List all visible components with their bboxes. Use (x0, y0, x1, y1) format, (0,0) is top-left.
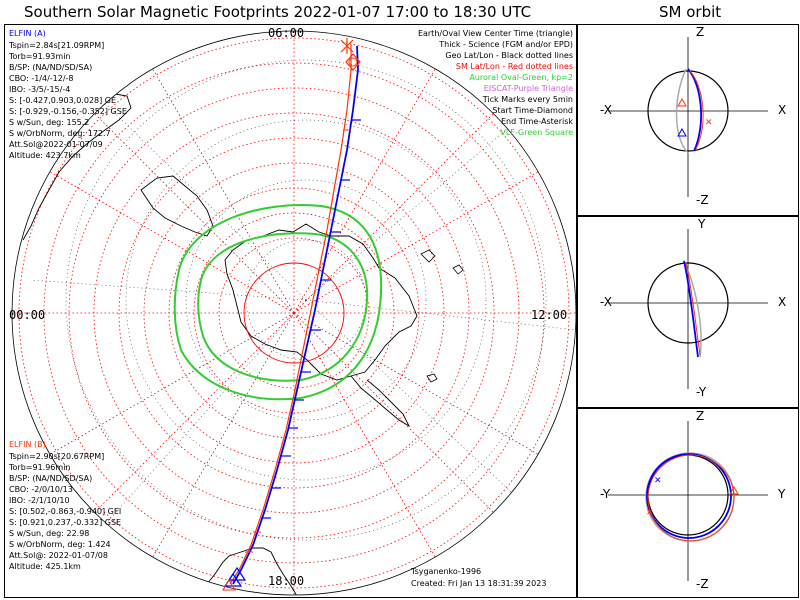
elfin-a-line: S: [-0.929,-0.156,-0.352] GSE (9, 107, 127, 116)
orbit-xz-top-label: Z (696, 25, 705, 39)
orbit-yz-left-label: -Y (600, 487, 611, 501)
sm-lon-lines (12, 31, 576, 595)
elfin-b-line: S w/OrbNorm, deg: 1.424 (9, 540, 111, 549)
legend-line: VLF-Green Square (500, 128, 573, 137)
elfin-b-title: ELFIN (B) (9, 440, 46, 449)
sm-orbit-plot-xy (608, 229, 768, 389)
orbit-xz-left-label: -X (600, 103, 612, 117)
legend-line: End Time-Asterisk (500, 117, 573, 126)
clock-label-right: 12:00 (531, 308, 568, 322)
sm-orbit-panel-yz: ✕ ✕ Z -Z -Y Y (577, 408, 799, 598)
legend-line: SM Lat/Lon - Red dotted lines (455, 62, 573, 71)
orbit-yz-top-label: Z (696, 409, 705, 423)
elfin-a-info: ELFIN (A) Tspin=2.84s[21.09RPM] Torb=91.… (9, 28, 159, 168)
orbit-xy-bottom-label: -Y (696, 385, 707, 399)
legend-line: EISCAT-Purple Triangle (483, 84, 573, 93)
legend-line: Geo Lat/Lon - Black dotted lines (445, 51, 573, 60)
auroral-oval (173, 204, 383, 401)
elfin-a-line: S w/OrbNorm, deg: 172.7 (9, 129, 111, 138)
orbit-xz-right-label: X (778, 103, 787, 117)
svg-text:✕: ✕ (654, 476, 662, 486)
elfin-a-line: IBO: -3/5/-15/-4 (9, 85, 71, 94)
sm-orbit-plot-yz: ✕ ✕ (608, 421, 768, 581)
elfin-a-line: S w/Sun, deg: 155.2 (9, 118, 90, 127)
elfin-b-line: IBO: -2/1/10/10 (9, 496, 70, 505)
center-triangle-icon (222, 566, 247, 591)
elfin-b-line: S: [0.502,-0.863,-0.940] GEI (9, 507, 122, 516)
orbit-yz-bottom-label: -Z (696, 577, 709, 591)
footprint-map-frame: 06:00 00:00 12:00 18:00 Earth/Oval View … (4, 24, 577, 598)
map-boundary-circle (11, 30, 576, 596)
main-title: Southern Solar Magnetic Footprints 2022-… (24, 3, 532, 21)
elfin-a-line: Tspin=2.84s[21.09RPM] (9, 41, 105, 50)
geo-lat-lon-lines (30, 59, 576, 541)
elfin-a-line: Altitude: 423.7km (9, 151, 81, 160)
credits-created: Created: Fri Jan 13 18:31:39 2023 (411, 579, 547, 588)
south-america-coastline (196, 547, 298, 595)
orbit-xy-left-label: -X (600, 295, 612, 309)
elfin-b-line: B/SP: (NA/ND/SD/SA) (9, 474, 93, 483)
legend-line: Tick Marks every 5min (482, 95, 573, 104)
elfin-b-line: CBO: -2/0/10/13 (9, 485, 73, 494)
end-asterisk-icon (340, 38, 354, 54)
elfin-b-line: Att.Sol@: 2022-01-07/08 (9, 551, 108, 560)
svg-text:✕: ✕ (705, 118, 713, 128)
probe-b-ticks (245, 129, 351, 553)
antarctic-peninsula (350, 375, 411, 428)
elfin-a-title: ELFIN (A) (9, 29, 46, 38)
probe-a-ticks (261, 119, 361, 519)
elfin-a-line: B/SP: (NA/ND/SD/SA) (9, 63, 93, 72)
clock-label-bottom: 18:00 (268, 574, 305, 588)
elfin-a-line: Torb=91.93min (9, 52, 71, 61)
legend-line: Thick - Science (FGM and/or EPD) (439, 40, 573, 49)
sm-orbit-title: SM orbit (659, 3, 722, 21)
elfin-a-line: CBO: -1/4/-12/-8 (9, 74, 74, 83)
sm-orbit-panel-xy: Y -Y -X X (577, 216, 799, 408)
elfin-a-line: Att.Sol@2022-01-07/09 (9, 140, 103, 149)
legend-line: Earth/Oval View Center Time (triangle) (417, 29, 573, 38)
elfin-b-line: Torb=91.96min (9, 463, 71, 472)
elfin-b-line: S w/Sun, deg: 22.98 (9, 529, 90, 538)
orbit-yz-right-label: Y (778, 487, 786, 501)
orbit-xy-right-label: X (778, 295, 787, 309)
elfin-b-line: S: [0.921,0.237,-0.332] GSE (9, 518, 122, 527)
orbit-xz-bottom-label: -Z (696, 193, 709, 207)
credits-author: Tsyganenko-1996 (411, 567, 482, 576)
start-diamond-icon (345, 53, 361, 71)
svg-text:✕: ✕ (646, 508, 654, 518)
footprint-map (11, 30, 576, 596)
elfin-b-info: ELFIN (B) Tspin=2.90s[20.67RPM] Torb=91.… (9, 439, 159, 579)
elfin-b-line: Tspin=2.90s[20.67RPM] (9, 452, 105, 461)
australia-coastline (140, 175, 214, 237)
islands (420, 249, 464, 383)
clock-label-left: 00:00 (9, 308, 46, 322)
legend-line: Start Time-Diamond (492, 106, 573, 115)
orbit-xy-top-label: Y (698, 217, 706, 231)
sm-orbit-panel-xz: ✕ Z -Z -X X (577, 24, 799, 216)
elfin-b-line: Altitude: 425.1km (9, 562, 81, 571)
sm-polar-circle (243, 262, 345, 364)
antarctica-coastline (224, 223, 418, 381)
legend: Earth/Oval View Center Time (triangle) T… (313, 28, 573, 148)
elfin-a-line: S: [-0.427,0.903,0.028] GE (9, 96, 117, 105)
sm-orbit-plot-xz: ✕ (608, 37, 768, 197)
clock-label-top: 06:00 (268, 26, 305, 40)
legend-line: Auroral Oval-Green, kp=2 (469, 73, 573, 82)
